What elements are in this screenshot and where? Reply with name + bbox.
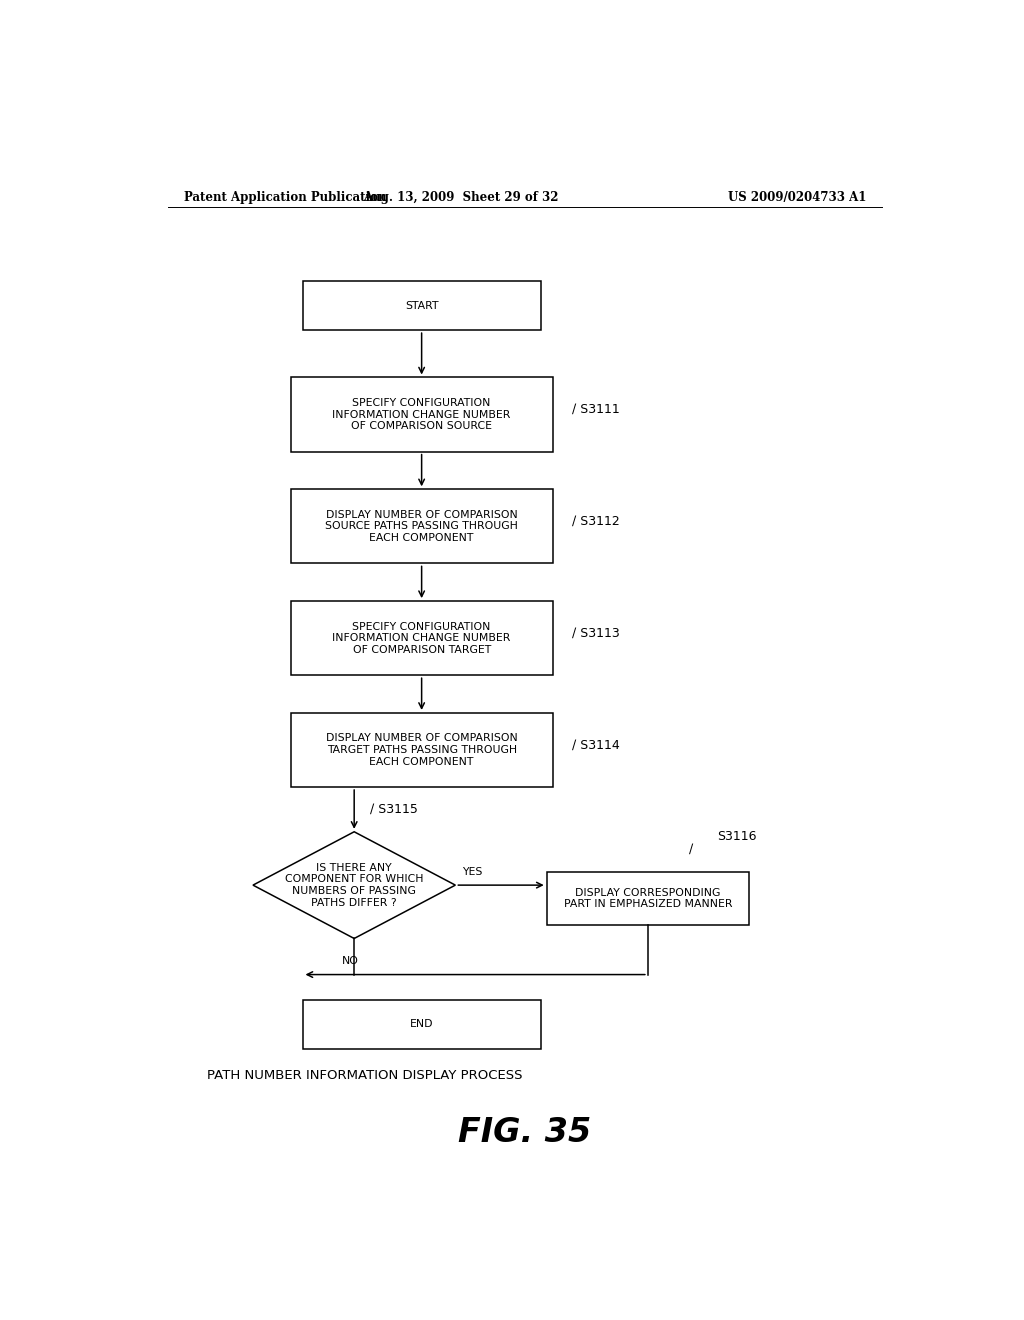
Text: ∕ S3114: ∕ S3114 [572,738,621,751]
Text: ∕ S3113: ∕ S3113 [572,627,621,640]
Text: IS THERE ANY
COMPONENT FOR WHICH
NUMBERS OF PASSING
PATHS DIFFER ?: IS THERE ANY COMPONENT FOR WHICH NUMBERS… [285,863,424,908]
Text: PATH NUMBER INFORMATION DISPLAY PROCESS: PATH NUMBER INFORMATION DISPLAY PROCESS [207,1069,523,1081]
Text: DISPLAY NUMBER OF COMPARISON
TARGET PATHS PASSING THROUGH
EACH COMPONENT: DISPLAY NUMBER OF COMPARISON TARGET PATH… [326,734,517,767]
Text: SPECIFY CONFIGURATION
INFORMATION CHANGE NUMBER
OF COMPARISON SOURCE: SPECIFY CONFIGURATION INFORMATION CHANGE… [333,397,511,432]
Text: Patent Application Publication: Patent Application Publication [183,190,386,203]
FancyBboxPatch shape [291,490,553,564]
Text: NO: NO [342,956,358,966]
FancyBboxPatch shape [547,873,749,925]
Text: ∕ S3112: ∕ S3112 [572,515,621,528]
Text: YES: YES [462,867,482,876]
FancyBboxPatch shape [291,713,553,787]
FancyBboxPatch shape [303,281,541,330]
Text: ∕ S3115: ∕ S3115 [370,803,418,816]
Text: ∕ S3111: ∕ S3111 [572,403,621,416]
Text: Aug. 13, 2009  Sheet 29 of 32: Aug. 13, 2009 Sheet 29 of 32 [364,190,559,203]
Polygon shape [253,832,456,939]
Text: END: END [410,1019,433,1030]
Text: US 2009/0204733 A1: US 2009/0204733 A1 [728,190,866,203]
Text: S3116: S3116 [717,830,757,843]
Text: FIG. 35: FIG. 35 [458,1115,592,1148]
Text: SPECIFY CONFIGURATION
INFORMATION CHANGE NUMBER
OF COMPARISON TARGET: SPECIFY CONFIGURATION INFORMATION CHANGE… [333,622,511,655]
Text: DISPLAY CORRESPONDING
PART IN EMPHASIZED MANNER: DISPLAY CORRESPONDING PART IN EMPHASIZED… [563,887,732,909]
FancyBboxPatch shape [303,1001,541,1049]
FancyBboxPatch shape [291,601,553,676]
Text: ∕: ∕ [689,843,693,857]
Text: START: START [404,301,438,310]
FancyBboxPatch shape [291,378,553,451]
Text: DISPLAY NUMBER OF COMPARISON
SOURCE PATHS PASSING THROUGH
EACH COMPONENT: DISPLAY NUMBER OF COMPARISON SOURCE PATH… [326,510,518,543]
